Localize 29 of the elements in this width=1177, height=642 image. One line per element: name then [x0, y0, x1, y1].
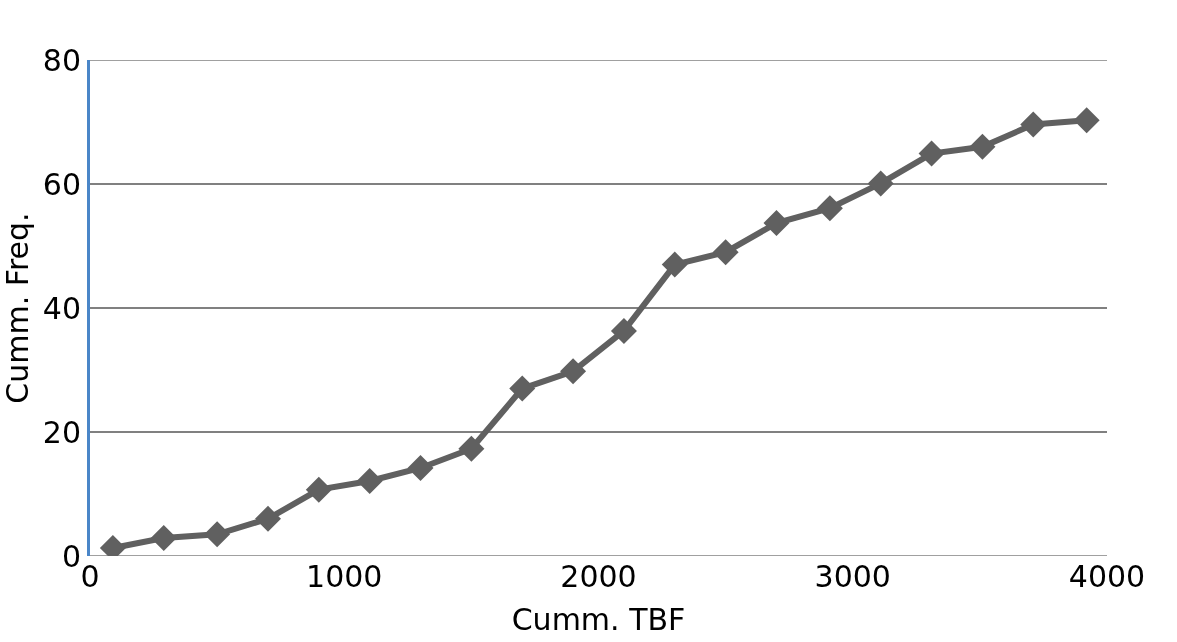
- point: [918, 140, 945, 167]
- x-tick-label: 1000: [306, 559, 383, 594]
- point: [356, 467, 383, 494]
- point: [1073, 107, 1100, 134]
- point: [712, 239, 739, 266]
- point: [458, 435, 485, 462]
- point: [610, 317, 637, 344]
- point: [254, 505, 281, 532]
- point: [1020, 111, 1047, 138]
- x-tick-label: 4000: [1068, 559, 1146, 594]
- point: [969, 133, 996, 160]
- point: [763, 210, 790, 237]
- point: [305, 476, 332, 503]
- y-tick-label: 60: [42, 166, 81, 202]
- point: [407, 454, 434, 481]
- point: [816, 195, 843, 222]
- y-tick-label: 20: [42, 414, 81, 450]
- y-axis-title: Cumm. Freq.: [0, 212, 35, 404]
- x-tick-label: 3000: [814, 559, 891, 594]
- point: [661, 251, 688, 278]
- y-tick-label: 40: [42, 290, 81, 326]
- point: [204, 521, 231, 548]
- point: [509, 375, 536, 402]
- point: [560, 358, 587, 385]
- point: [150, 525, 177, 552]
- point: [867, 170, 894, 197]
- x-axis-title: Cumm. TBF: [511, 601, 686, 637]
- y-tick-label: 80: [42, 42, 81, 78]
- x-tick-label: 2000: [560, 559, 637, 594]
